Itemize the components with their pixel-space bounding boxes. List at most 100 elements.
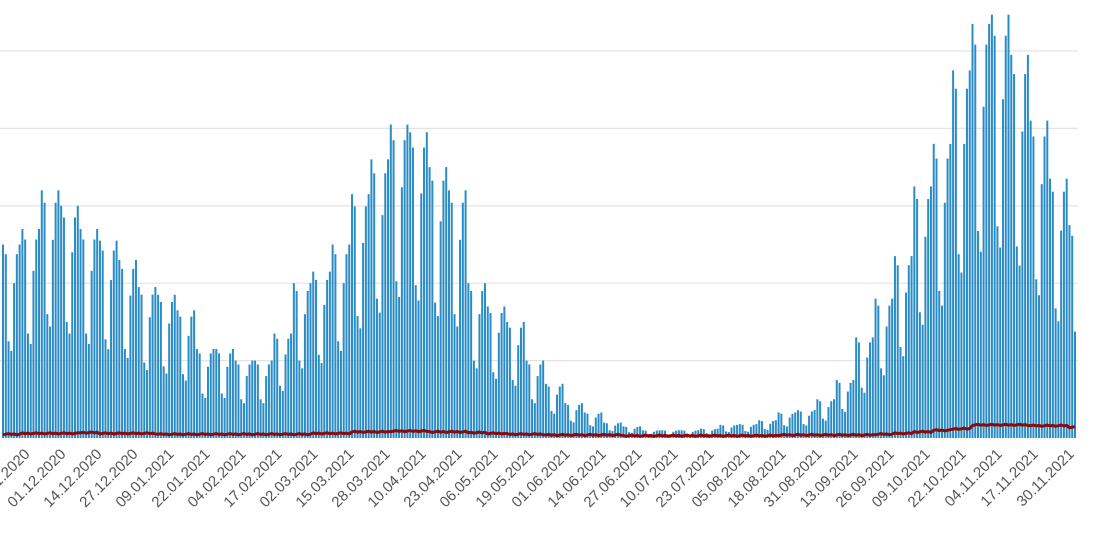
case-bar <box>625 426 628 438</box>
case-bar <box>107 349 110 438</box>
case-bar <box>370 159 373 439</box>
case-bar <box>21 229 24 438</box>
case-bar <box>323 304 326 438</box>
case-bar <box>760 421 763 438</box>
case-bar <box>420 193 423 438</box>
case-bar <box>267 364 270 438</box>
case-bar <box>780 413 783 438</box>
case-bar <box>982 106 985 438</box>
case-bar <box>1057 321 1060 438</box>
case-bar <box>375 298 378 438</box>
case-bar <box>882 375 885 438</box>
case-bar <box>414 285 417 438</box>
case-bar <box>569 420 572 438</box>
case-bar <box>905 292 908 438</box>
case-bar <box>148 317 151 438</box>
case-bar <box>387 159 390 439</box>
case-bar <box>506 321 509 438</box>
case-bar <box>104 339 107 438</box>
case-bar <box>874 298 877 438</box>
case-bar <box>508 327 511 438</box>
case-bar <box>439 221 442 438</box>
case-bar <box>315 279 318 438</box>
case-bar <box>641 430 644 438</box>
case-bar <box>298 360 301 438</box>
case-bar <box>777 412 780 438</box>
case-bar <box>425 132 428 438</box>
case-bar <box>60 205 63 438</box>
case-bar <box>159 301 162 438</box>
case-bar <box>838 382 841 438</box>
case-bar <box>719 424 722 438</box>
case-bar <box>486 306 489 438</box>
case-bar <box>539 364 542 438</box>
case-bar <box>733 425 736 438</box>
case-bar <box>600 412 603 438</box>
case-bar <box>1040 184 1043 438</box>
case-bar <box>1015 246 1018 438</box>
case-bar <box>134 259 137 438</box>
case-bar <box>240 399 243 438</box>
case-bar <box>578 404 581 438</box>
case-bar <box>187 335 190 438</box>
case-bar <box>373 173 376 439</box>
case-bar <box>985 44 988 438</box>
case-bar <box>447 190 450 438</box>
case-bar <box>179 316 182 438</box>
case-bar <box>938 290 941 438</box>
case-bar <box>306 290 309 438</box>
case-bar <box>885 326 888 438</box>
case-bar <box>819 401 822 438</box>
case-bar <box>738 424 741 438</box>
case-bar <box>916 199 919 438</box>
case-bar <box>328 271 331 438</box>
case-bar <box>478 314 481 438</box>
case-bar <box>589 425 592 438</box>
case-bar <box>400 187 403 438</box>
case-bar <box>481 290 484 438</box>
case-bar <box>913 186 916 438</box>
case-bar <box>957 254 960 438</box>
case-bar <box>910 256 913 438</box>
case-bar <box>860 387 863 438</box>
case-bar <box>965 88 968 439</box>
case-bar <box>871 337 874 438</box>
case-bar <box>265 376 268 438</box>
case-bar <box>866 357 869 438</box>
case-bar <box>82 239 85 438</box>
case-bar <box>417 300 420 438</box>
case-bar <box>561 383 564 438</box>
case-bar <box>65 321 68 438</box>
case-bar <box>411 147 414 438</box>
case-bar <box>62 217 65 438</box>
case-bar <box>802 424 805 438</box>
case-bar <box>157 294 160 438</box>
case-bar <box>364 206 367 438</box>
case-bar <box>567 404 570 438</box>
case-bar <box>855 337 858 438</box>
case-bar <box>633 428 636 438</box>
case-bar <box>805 425 808 438</box>
case-bar <box>899 347 902 438</box>
case-bar <box>769 423 772 438</box>
case-bar <box>1051 191 1054 438</box>
case-bar <box>143 362 146 438</box>
case-bar <box>774 420 777 438</box>
case-bar <box>531 399 534 438</box>
case-bar <box>409 132 412 438</box>
case-bar <box>98 240 101 438</box>
case-bar <box>470 290 473 438</box>
case-bar <box>880 368 883 438</box>
case-bar <box>553 413 556 438</box>
case-bar <box>586 413 589 438</box>
case-bar <box>115 240 118 438</box>
case-bar <box>93 239 96 438</box>
case-bar <box>290 333 293 438</box>
case-bar <box>212 348 215 438</box>
case-bar <box>295 290 298 438</box>
case-bar <box>395 281 398 438</box>
case-bar <box>799 411 802 438</box>
case-bar <box>220 393 223 438</box>
case-bar <box>162 366 165 438</box>
case-bar <box>392 140 395 439</box>
